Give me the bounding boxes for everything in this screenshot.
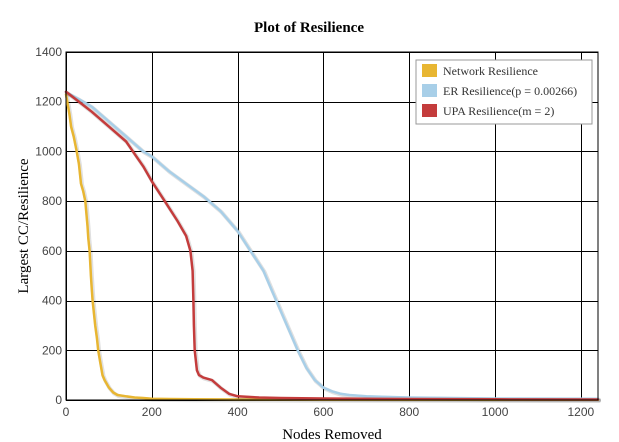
y-tick-label: 0 (55, 393, 62, 407)
plot-frame (65, 51, 599, 401)
y-tick-label: 200 (42, 343, 62, 357)
x-tick-labels: 0 200 400 600 800 1000 1200 (63, 405, 595, 419)
series-line-2 (64, 90, 600, 401)
legend-label: UPA Resilience(m = 2) (443, 104, 554, 118)
legend: Network Resilience ER Resilience(p = 0.00… (415, 59, 593, 125)
y-tick-label: 400 (42, 294, 62, 308)
legend-swatch (422, 84, 437, 97)
y-tick-label: 600 (42, 244, 62, 258)
x-tick-label: 0 (63, 405, 70, 419)
legend-swatch (422, 64, 437, 77)
y-tick-label: 800 (42, 194, 62, 208)
legend-label: Network Resilience (443, 64, 538, 78)
x-axis-label: Nodes Removed (282, 427, 382, 442)
x-tick-label: 1200 (567, 405, 594, 419)
series-lines (64, 90, 601, 403)
series-line-1 (64, 91, 600, 401)
x-tick-label: 800 (399, 405, 419, 419)
legend-swatch (422, 104, 437, 117)
x-tick-label: 400 (228, 405, 248, 419)
y-tick-label: 1400 (35, 45, 62, 59)
y-tick-label: 1000 (35, 144, 62, 158)
y-tick-labels: 0 200 400 600 800 1000 1200 1400 (35, 45, 62, 407)
legend-label: ER Resilience(p = 0.00266) (443, 84, 577, 98)
legend-box (415, 59, 593, 125)
x-tick-label: 1000 (482, 405, 509, 419)
chart-title: Plot of Resilience (254, 20, 364, 36)
x-tick-label: 600 (313, 405, 333, 419)
y-tick-label: 1200 (35, 95, 62, 109)
x-tick-label: 200 (142, 405, 162, 419)
y-axis-label: Largest CC/Resilience (16, 158, 32, 293)
series-line-0 (64, 93, 600, 402)
